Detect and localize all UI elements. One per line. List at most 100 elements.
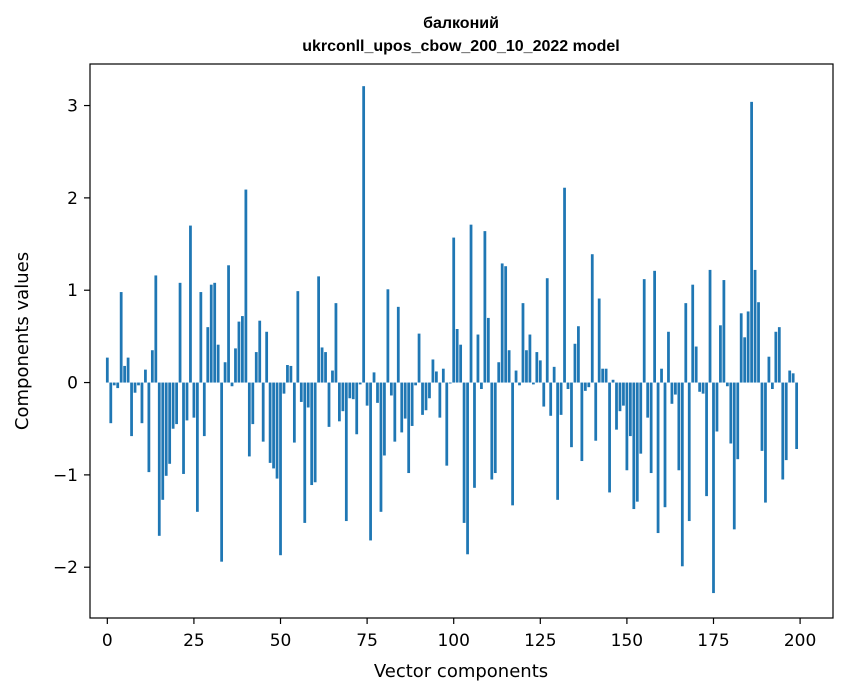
x-tick-label: 50 <box>270 631 292 651</box>
bar-18 <box>168 382 172 464</box>
bar-100 <box>452 237 456 383</box>
bar-7 <box>130 382 133 437</box>
y-tick-label: 0 <box>67 374 78 394</box>
bar-82 <box>389 382 393 396</box>
bar-131 <box>559 382 563 415</box>
bar-194 <box>777 327 781 383</box>
bar-83 <box>393 382 397 442</box>
bar-112 <box>493 382 497 474</box>
bar-197 <box>788 370 792 383</box>
bar-22 <box>182 382 185 474</box>
bar-70 <box>348 382 352 399</box>
bar-107 <box>476 334 480 383</box>
bar-137 <box>580 382 584 462</box>
bar-157 <box>649 382 653 474</box>
bar-183 <box>739 313 743 383</box>
bar-5 <box>123 365 127 383</box>
bars-group <box>105 86 799 594</box>
bar-175 <box>712 382 715 594</box>
bar-91 <box>421 382 424 415</box>
bar-76 <box>369 382 372 541</box>
bar-47 <box>268 382 272 463</box>
bar-93 <box>428 382 431 399</box>
bar-184 <box>743 337 747 383</box>
bar-38 <box>237 321 241 383</box>
bar-196 <box>784 382 788 461</box>
bar-173 <box>705 382 708 497</box>
bar-122 <box>528 334 532 383</box>
x-tick-label: 75 <box>356 631 378 651</box>
bar-89 <box>414 382 417 386</box>
bar-148 <box>618 382 622 412</box>
bar-156 <box>646 382 650 418</box>
bar-129 <box>552 366 556 383</box>
bar-24 <box>189 225 192 383</box>
bar-10 <box>140 382 144 424</box>
bar-68 <box>341 382 345 412</box>
bar-75 <box>365 382 369 406</box>
bar-195 <box>781 382 785 480</box>
bar-49 <box>275 382 279 479</box>
bar-15 <box>157 382 161 536</box>
bar-36 <box>230 382 234 387</box>
bar-79 <box>379 382 383 512</box>
bar-11 <box>144 369 147 383</box>
bar-163 <box>670 382 674 404</box>
bar-150 <box>625 382 629 471</box>
bar-26 <box>195 382 199 512</box>
bar-105 <box>469 224 473 383</box>
bar-88 <box>410 382 414 426</box>
bar-192 <box>771 382 774 390</box>
bar-39 <box>241 316 244 383</box>
bar-9 <box>137 382 140 386</box>
bar-51 <box>282 382 286 394</box>
bar-50 <box>279 382 282 556</box>
bar-115 <box>504 266 508 383</box>
bar-193 <box>774 331 778 383</box>
bar-33 <box>220 382 224 562</box>
bar-54 <box>292 382 296 443</box>
bar-20 <box>175 382 178 425</box>
x-tick-label: 0 <box>102 631 113 651</box>
bar-73 <box>358 382 362 385</box>
bar-145 <box>608 382 611 493</box>
bar-27 <box>199 292 203 383</box>
bar-8 <box>133 382 137 393</box>
bar-106 <box>473 382 476 488</box>
bar-146 <box>611 379 615 383</box>
plot-area-frame <box>89 63 834 619</box>
bar-48 <box>272 382 275 469</box>
chart-title-line2: ukrconll_upos_cbow_200_10_2022 model <box>302 38 619 55</box>
bar-153 <box>635 382 639 502</box>
bar-63 <box>324 352 327 383</box>
bar-3 <box>116 382 120 389</box>
bar-151 <box>628 382 632 437</box>
y-tick-label: −2 <box>53 558 78 578</box>
bar-144 <box>604 368 608 383</box>
bar-94 <box>431 359 435 383</box>
chart-title-line1: балконий <box>423 15 499 32</box>
bar-87 <box>407 382 411 474</box>
bar-109 <box>483 231 487 383</box>
bar-154 <box>639 382 643 454</box>
bar-140 <box>590 254 594 383</box>
bar-55 <box>296 291 300 383</box>
bar-43 <box>254 352 258 383</box>
bar-66 <box>334 303 338 383</box>
bar-180 <box>729 382 733 444</box>
bar-69 <box>344 382 348 522</box>
bar-92 <box>424 382 428 411</box>
bar-61 <box>317 276 320 383</box>
bar-142 <box>597 298 601 383</box>
bar-28 <box>202 382 206 437</box>
bar-161 <box>663 382 667 508</box>
bar-31 <box>213 282 217 383</box>
bar-32 <box>216 344 220 383</box>
bar-132 <box>563 187 566 383</box>
bar-77 <box>372 372 376 383</box>
bar-139 <box>587 382 591 388</box>
bar-97 <box>441 368 445 383</box>
bar-113 <box>497 362 501 383</box>
